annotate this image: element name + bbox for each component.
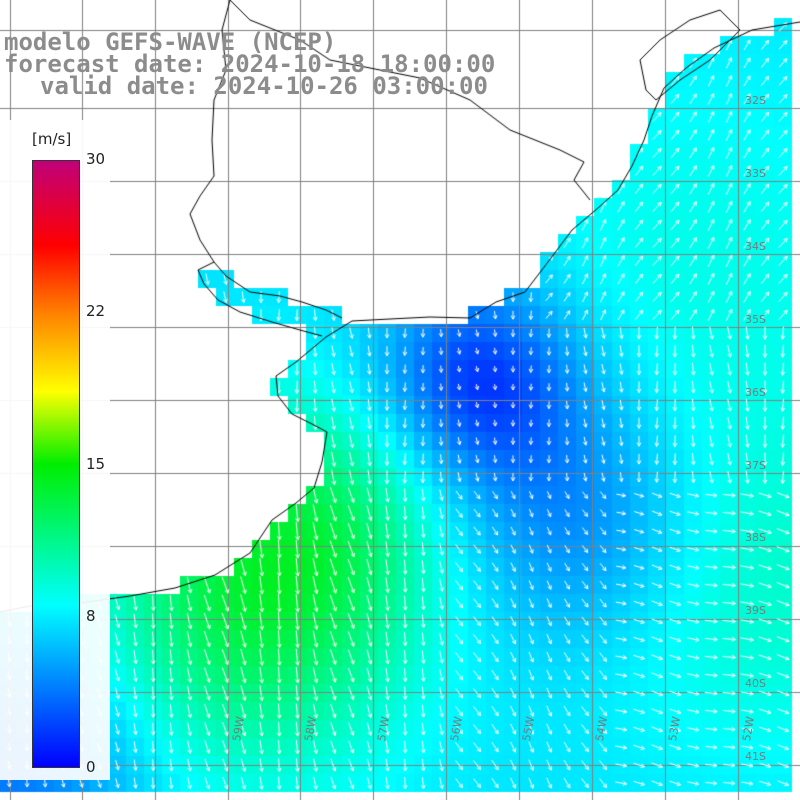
colorbar-tick-8: 8 — [86, 607, 96, 625]
lat-label-36s: 36S — [745, 386, 766, 399]
colorbar-tick-0: 0 — [86, 758, 96, 776]
lat-label-39s: 39S — [745, 604, 766, 617]
lat-label-34s: 34S — [745, 240, 766, 253]
lat-label-41s: 41S — [745, 750, 766, 763]
colorbar-tick-30: 30 — [86, 150, 106, 168]
lat-label-33s: 33S — [745, 167, 766, 180]
colorbar-tick-15: 15 — [86, 455, 106, 473]
title-valid-date: valid date: 2024-10-26 03:00:00 — [40, 72, 488, 100]
lat-label-32s: 32S — [745, 94, 766, 107]
lat-label-35s: 35S — [745, 313, 766, 326]
title-forecast-date: forecast date: 2024-10-18 18:00:00 — [4, 50, 496, 78]
lat-label-37s: 37S — [745, 459, 766, 472]
title-model: modelo GEFS-WAVE (NCEP) — [4, 28, 337, 56]
lat-label-38s: 38S — [745, 531, 766, 544]
lat-label-40s: 40S — [745, 677, 766, 690]
colorbar — [32, 160, 80, 768]
colorbar-tick-22: 22 — [86, 302, 106, 320]
colorbar-units: [m/s] — [32, 130, 72, 148]
